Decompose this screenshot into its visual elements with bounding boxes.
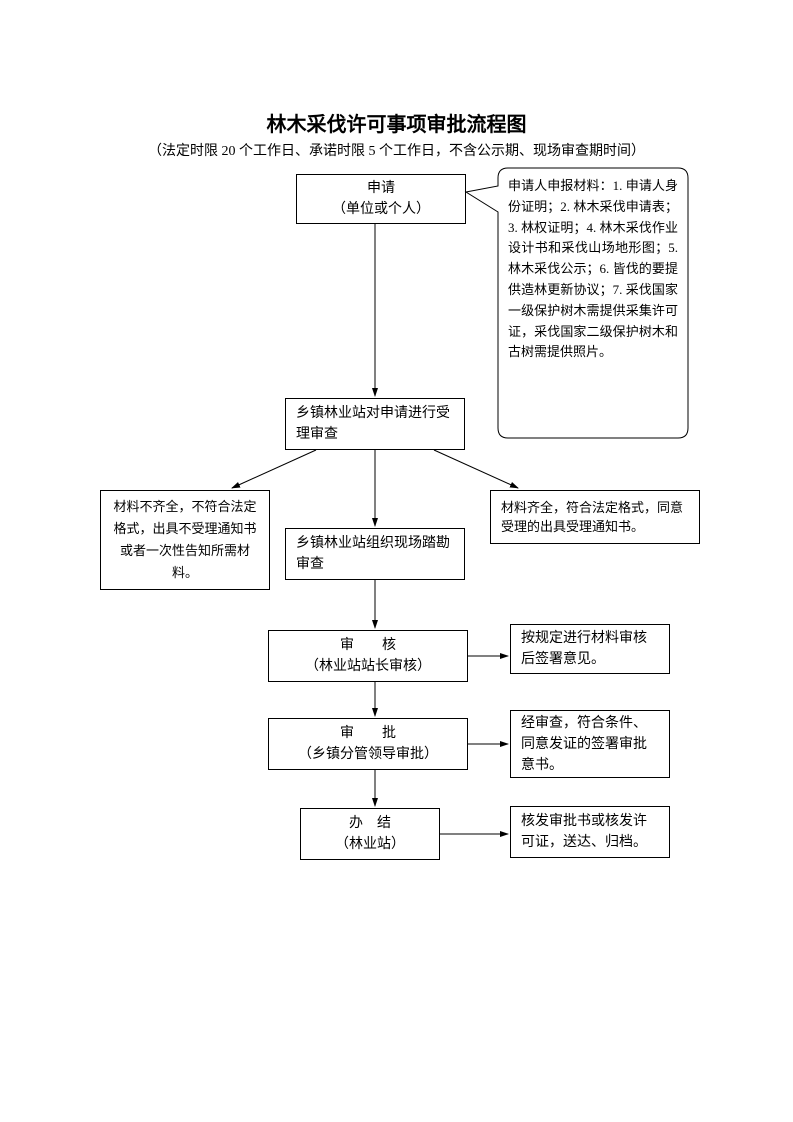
node-site-check: 乡镇林业站组织现场踏勘审查 <box>285 528 465 580</box>
node-apply-line2: （单位或个人） <box>332 199 430 220</box>
node-finish-note: 核发审批书或核发许可证，送达、归档。 <box>510 806 670 858</box>
node-audit-note: 按规定进行材料审核后签署意见。 <box>510 624 670 674</box>
node-audit-line2: （林业站站长审核） <box>305 656 431 677</box>
node-audit-line1: 审 核 <box>340 635 396 656</box>
node-apply: 申请 （单位或个人） <box>296 174 466 224</box>
node-reject-note: 材料不齐全，不符合法定格式，出具不受理通知书或者一次性告知所需材料。 <box>100 490 270 590</box>
node-review: 乡镇林业站对申请进行受理审查 <box>285 398 465 450</box>
node-approve-line2: （乡镇分管领导审批） <box>298 744 438 765</box>
node-apply-line1: 申请 <box>367 178 395 199</box>
node-approve: 审 批 （乡镇分管领导审批） <box>268 718 468 770</box>
node-finish: 办 结 （林业站） <box>300 808 440 860</box>
node-approve-line1: 审 批 <box>340 723 396 744</box>
page-subtitle: （法定时限 20 个工作日、承诺时限 5 个工作日，不含公示期、现场审查期时间） <box>0 140 793 160</box>
node-accept-note: 材料齐全，符合法定格式，同意受理的出具受理通知书。 <box>490 490 700 544</box>
node-audit: 审 核 （林业站站长审核） <box>268 630 468 682</box>
page-title: 林木采伐许可事项审批流程图 <box>0 108 793 137</box>
node-finish-line1: 办 结 <box>349 813 391 834</box>
node-approve-note: 经审查，符合条件、同意发证的签署审批意书。 <box>510 710 670 778</box>
node-finish-line2: （林业站） <box>335 834 405 855</box>
node-materials-callout: 申请人申报材料：1. 申请人身份证明；2. 林木采伐申请表；3. 林权证明；4.… <box>498 168 688 438</box>
